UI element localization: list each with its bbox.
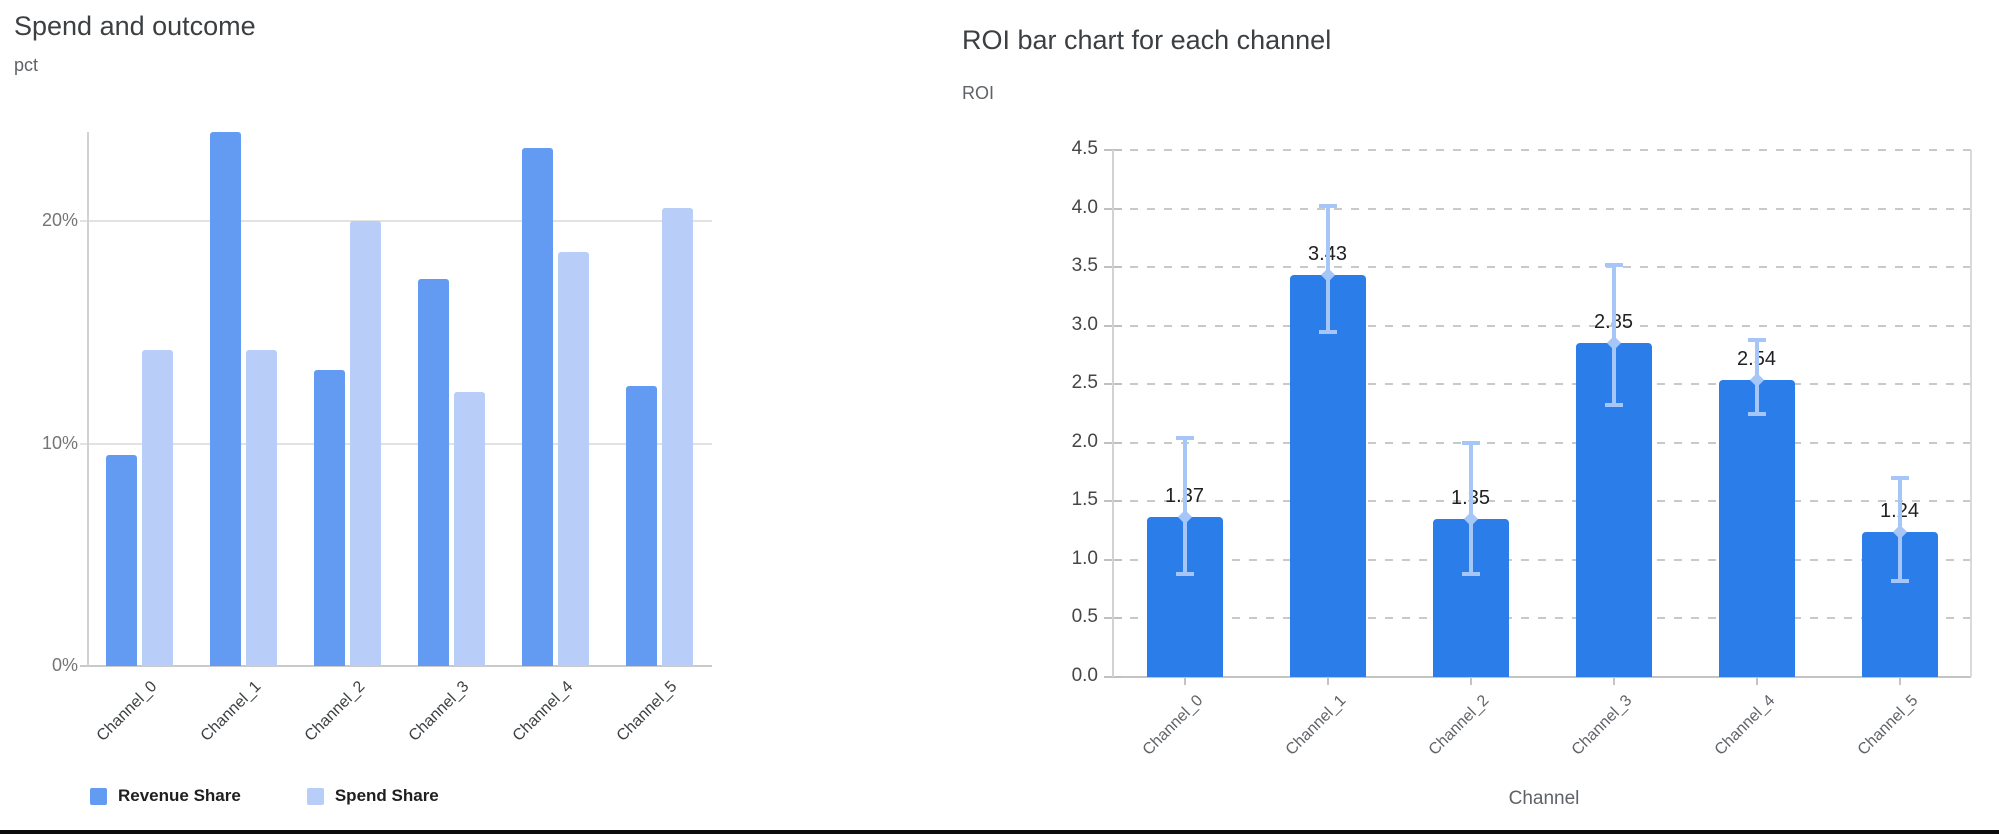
bar-channel_3-revenue-share[interactable] <box>417 278 449 666</box>
bar-channel_4-spend-share[interactable] <box>557 252 589 666</box>
y-tick-label: 4.5 <box>1071 138 1098 159</box>
error-bar <box>1182 438 1187 574</box>
y-tick-label: 0% <box>51 655 78 675</box>
x-tick-label: Channel_4 <box>509 678 577 745</box>
x-axis-baseline <box>1113 676 1971 678</box>
x-tick-label: Channel_0 <box>1139 692 1207 759</box>
error-bar-cap-top <box>1461 440 1480 445</box>
x-tick-mark <box>1755 677 1758 685</box>
x-tick-label: Channel_3 <box>1568 692 1636 759</box>
x-tick-label: Channel_5 <box>1854 692 1922 759</box>
gridline <box>1113 500 1971 503</box>
error-bar <box>1611 264 1616 406</box>
x-tick-label: Channel_0 <box>93 678 161 745</box>
y-tick-label: 1.5 <box>1071 489 1098 511</box>
gridline <box>1113 441 1971 444</box>
error-bar-cap-top <box>1604 262 1623 267</box>
gridline <box>80 442 712 445</box>
bar-channel_2-revenue-share[interactable] <box>313 370 345 666</box>
gridline <box>1113 266 1971 269</box>
error-bar <box>1468 442 1473 574</box>
bar-channel_0-revenue-share[interactable] <box>105 454 137 666</box>
error-bar-cap-top <box>1318 204 1337 209</box>
legend-swatch <box>306 787 324 805</box>
gridline <box>1113 558 1971 561</box>
roi-y-unit-label: ROI <box>962 83 995 103</box>
x-tick-label: Channel_4 <box>1711 692 1779 759</box>
x-tick-mark <box>1183 677 1186 685</box>
gridline <box>1113 324 1971 327</box>
bar-channel_3-spend-share[interactable] <box>453 392 485 666</box>
y-tick-label: 2.0 <box>1071 430 1098 452</box>
y-tick-label: 2.5 <box>1071 372 1098 394</box>
error-bar-cap-bottom <box>1747 411 1766 416</box>
y-tick-label: 0.0 <box>1071 665 1098 686</box>
bar-channel_1[interactable] <box>1289 275 1366 677</box>
error-bar-cap-bottom <box>1175 571 1194 576</box>
x-tick-label: Channel_2 <box>301 678 369 745</box>
spend-outcome-y-unit-label: pct <box>14 55 39 75</box>
error-bar-cap-top <box>1890 475 1909 480</box>
spend-outcome-legend: Revenue Share Spend Share <box>90 786 439 806</box>
x-tick-mark <box>1612 677 1615 685</box>
y-tick-label: 10% <box>41 432 78 453</box>
bar-channel_4[interactable] <box>1718 379 1795 677</box>
y-axis-line <box>1112 150 1114 677</box>
legend-item-revenue-share[interactable]: Revenue Share <box>90 786 241 806</box>
x-tick-label: Channel_1 <box>1282 692 1350 759</box>
x-tick-label: Channel_1 <box>197 678 265 745</box>
legend-swatch <box>90 787 107 805</box>
spend-outcome-chart-title: Spend and outcome <box>14 11 256 41</box>
bar-channel_1-spend-share[interactable] <box>245 350 277 666</box>
bar-channel_5-spend-share[interactable] <box>661 207 693 666</box>
x-tick-label: Channel_2 <box>1425 692 1493 759</box>
x-tick-mark <box>1469 677 1472 685</box>
bar-channel_2-spend-share[interactable] <box>349 221 381 666</box>
x-tick-label: Channel_5 <box>613 678 681 745</box>
gridline <box>1113 383 1971 386</box>
error-bar-cap-bottom <box>1318 329 1337 334</box>
x-tick-mark <box>1898 677 1901 685</box>
y-tick-label: 3.0 <box>1071 313 1098 335</box>
y-tick-label: 1.0 <box>1071 547 1098 569</box>
error-bar-cap-bottom <box>1604 403 1623 408</box>
error-bar-cap-bottom <box>1461 571 1480 576</box>
x-tick-mark <box>1326 677 1329 685</box>
bar-channel_4-revenue-share[interactable] <box>521 147 553 666</box>
gridline <box>1113 149 1971 151</box>
bottom-divider <box>0 830 1999 834</box>
gridline <box>1113 207 1971 210</box>
legend-label: Revenue Share <box>118 786 241 805</box>
legend-label: Spend Share <box>334 786 439 805</box>
bar-channel_5-revenue-share[interactable] <box>625 385 657 666</box>
error-bar-cap-bottom <box>1890 578 1909 583</box>
y-tick-mark <box>1104 676 1122 678</box>
bar-channel_1-revenue-share[interactable] <box>209 132 241 666</box>
y-tick-label: 4.0 <box>1071 196 1098 218</box>
roi-chart-title: ROI bar chart for each channel <box>962 25 1332 55</box>
y-axis-line <box>87 132 89 666</box>
gridline <box>80 220 712 222</box>
y-tick-label: 0.5 <box>1071 606 1098 628</box>
y-tick-label: 20% <box>41 210 78 230</box>
bar-channel_0-spend-share[interactable] <box>141 350 173 666</box>
legend-item-spend-share[interactable]: Spend Share <box>306 786 439 806</box>
error-bar-cap-top <box>1175 436 1194 441</box>
y-tick-label: 3.5 <box>1071 255 1098 277</box>
error-bar-cap-top <box>1747 337 1766 342</box>
gridline <box>1113 617 1971 620</box>
x-tick-label: Channel_3 <box>405 678 473 745</box>
gridline <box>80 665 712 667</box>
roi-x-axis-title: Channel <box>1508 788 1580 809</box>
plot-right-border <box>1970 150 1972 677</box>
